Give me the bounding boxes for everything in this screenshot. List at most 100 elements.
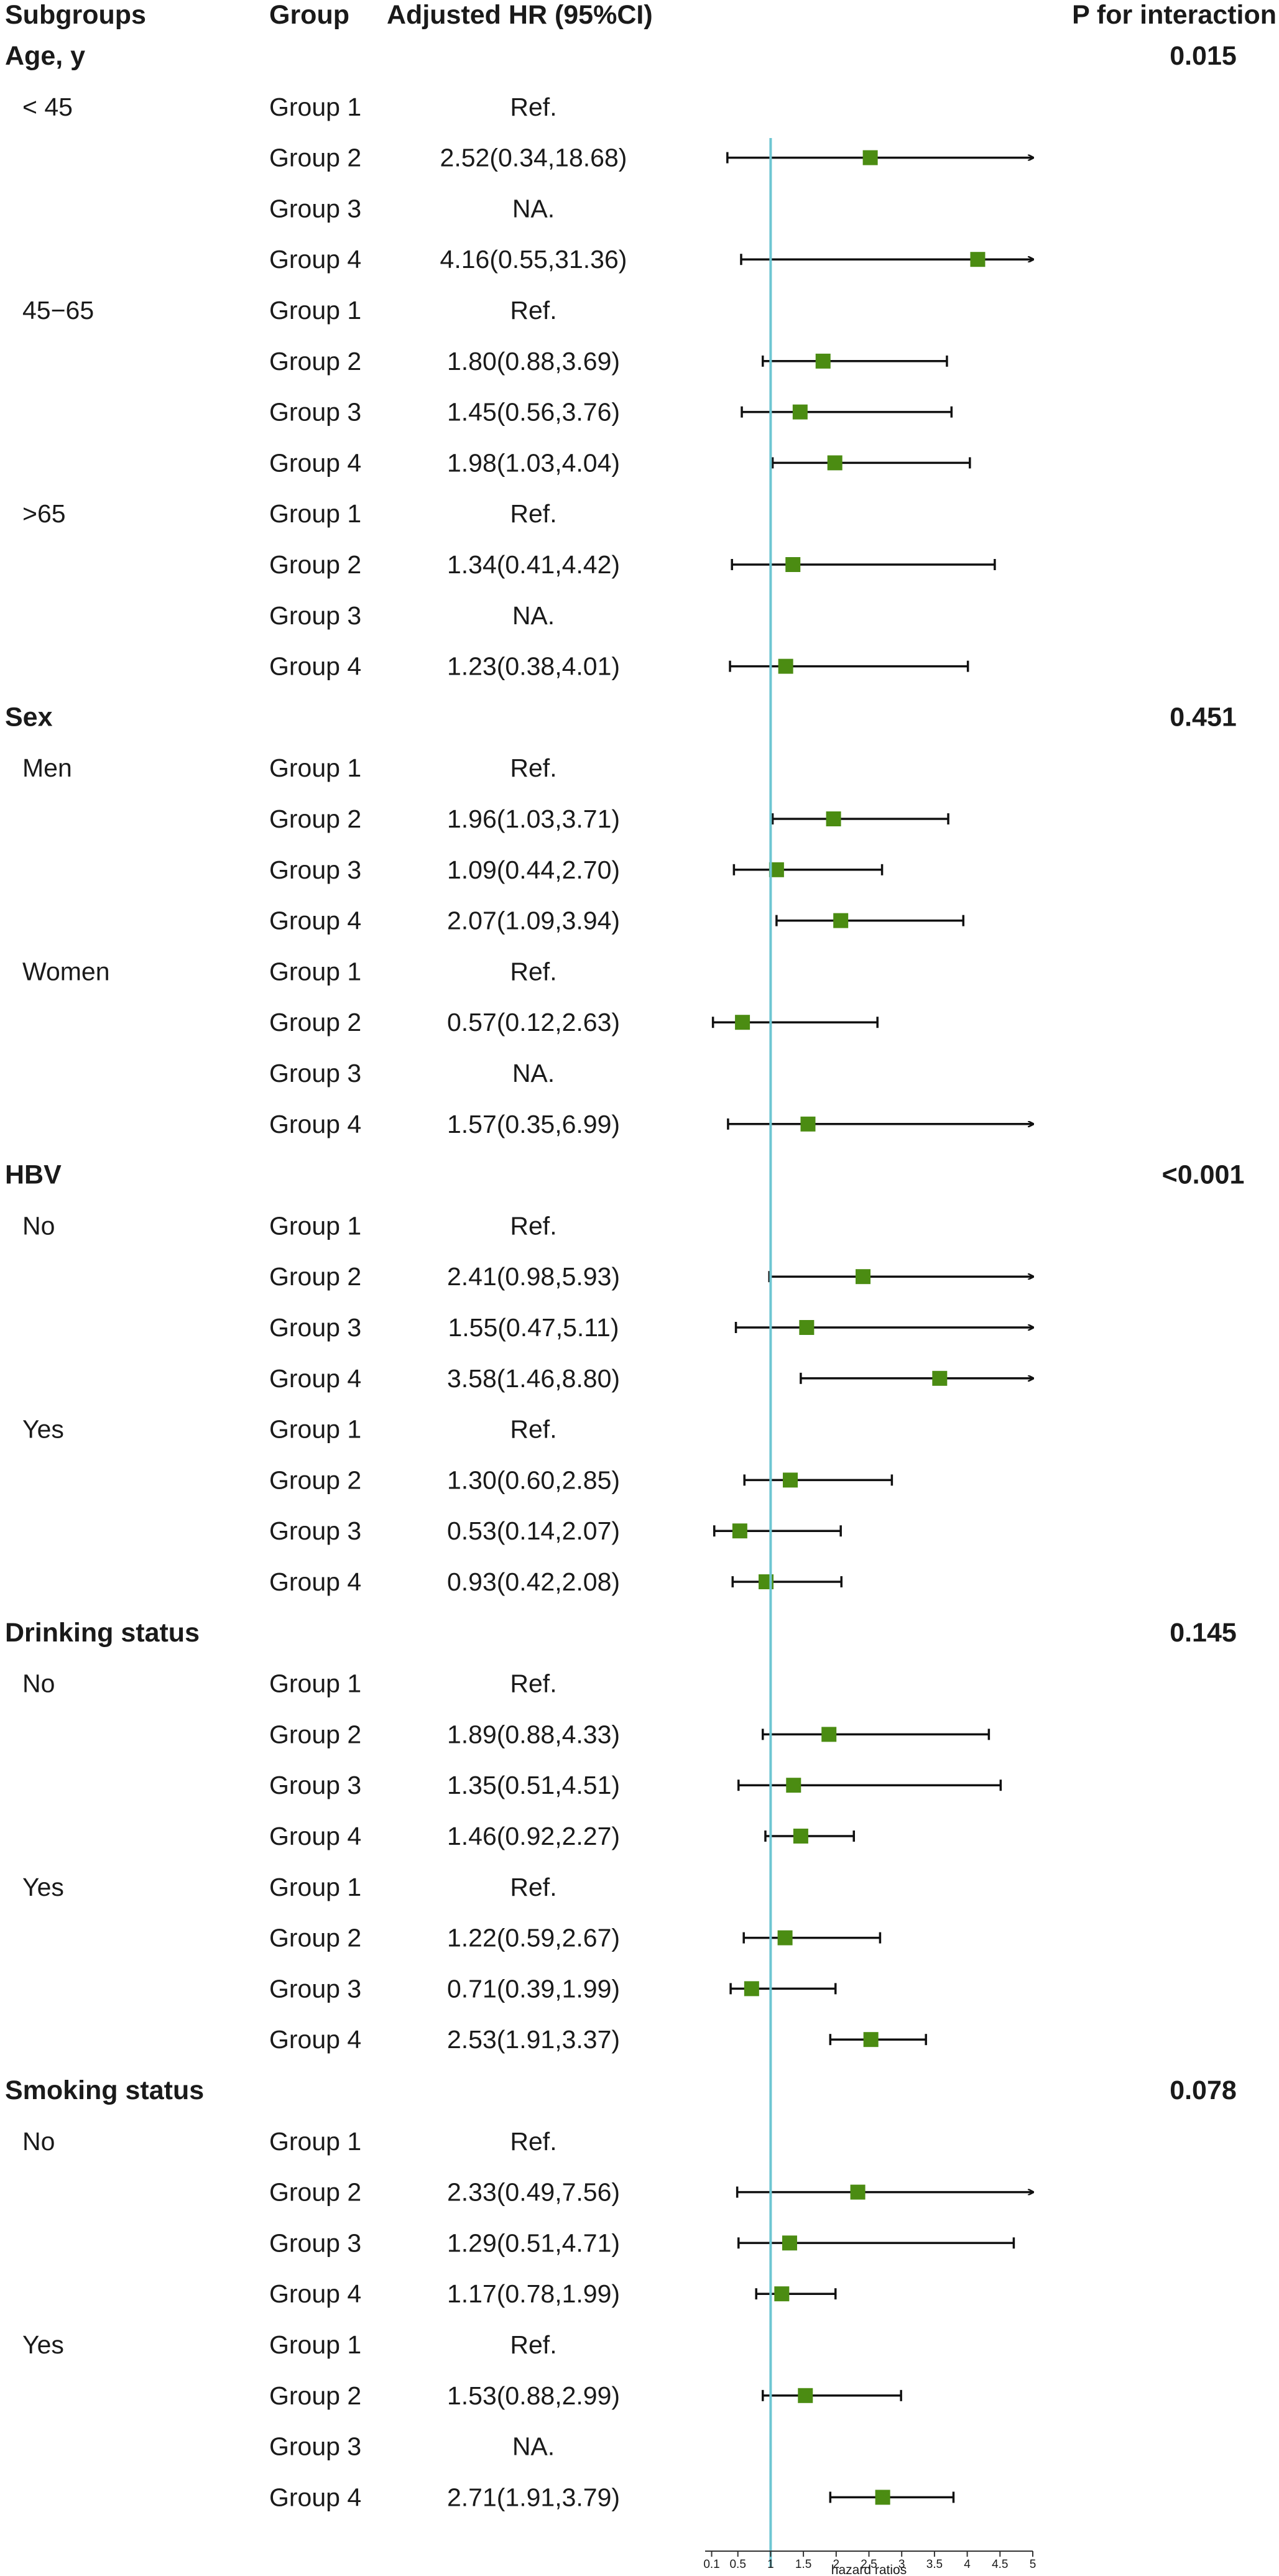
hr-ci-text: 2.71(1.91,3.79) bbox=[447, 2483, 620, 2511]
group-label: Group 4 bbox=[269, 2025, 361, 2054]
hr-ci-text: Ref. bbox=[510, 2127, 556, 2156]
p-interaction-value: 0.145 bbox=[1170, 1618, 1237, 1648]
hr-point-marker bbox=[778, 658, 793, 674]
hr-ci-text: 1.34(0.41,4.42) bbox=[447, 550, 620, 579]
hr-ci-text: 1.17(0.78,1.99) bbox=[447, 2279, 620, 2308]
hr-ci-text: 1.55(0.47,5.11) bbox=[448, 1313, 619, 1342]
hr-ci-text: Ref. bbox=[510, 1873, 556, 1901]
group-label: Group 3 bbox=[269, 194, 361, 223]
hr-ci-text: Ref. bbox=[510, 1669, 556, 1698]
section-label: HBV bbox=[5, 1160, 62, 1190]
subgroup-label: >65 bbox=[22, 499, 66, 528]
hr-ci-text: Ref. bbox=[510, 499, 556, 528]
rows-layer: Age, y 0.015 < 45 Group 1 Ref. Group 2 2.52(0.… bbox=[5, 41, 1244, 2511]
group-label: Group 4 bbox=[269, 1364, 361, 1393]
group-label: Group 1 bbox=[269, 93, 361, 121]
group-label: Group 1 bbox=[269, 1669, 361, 1698]
group-label: Group 1 bbox=[269, 2330, 361, 2359]
hr-ci-text: Ref. bbox=[510, 2330, 556, 2359]
header-p-interaction: P for interaction bbox=[1072, 0, 1277, 30]
group-label: Group 2 bbox=[269, 144, 361, 172]
group-label: Group 2 bbox=[269, 2381, 361, 2410]
hr-point-marker bbox=[826, 811, 841, 826]
group-label: Group 1 bbox=[269, 957, 361, 986]
hr-point-marker bbox=[735, 1015, 750, 1030]
group-label: Group 4 bbox=[269, 245, 361, 274]
group-label: Group 4 bbox=[269, 1822, 361, 1850]
hr-ci-text: 3.58(1.46,8.80) bbox=[447, 1364, 620, 1393]
subgroup-label: Yes bbox=[22, 1873, 64, 1901]
subgroup-label: Yes bbox=[22, 1415, 64, 1444]
hr-ci-text: 1.23(0.38,4.01) bbox=[447, 652, 620, 681]
x-tick-label: 0.5 bbox=[729, 2558, 746, 2571]
hr-ci-text: 0.53(0.14,2.07) bbox=[447, 1517, 620, 1545]
group-label: Group 3 bbox=[269, 1974, 361, 2003]
header-subgroups: Subgroups bbox=[5, 0, 146, 30]
group-label: Group 4 bbox=[269, 1567, 361, 1596]
hr-ci-text: 0.71(0.39,1.99) bbox=[447, 1974, 620, 2003]
hr-point-marker bbox=[863, 2032, 879, 2047]
x-tick-label: 4 bbox=[964, 2558, 971, 2571]
hr-ci-text: NA. bbox=[512, 194, 555, 223]
x-tick-label: 1 bbox=[767, 2558, 774, 2571]
group-label: Group 4 bbox=[269, 1110, 361, 1138]
hr-ci-text: Ref. bbox=[510, 1415, 556, 1444]
hr-ci-text: 2.07(1.09,3.94) bbox=[447, 907, 620, 935]
hr-ci-text: NA. bbox=[512, 1059, 555, 1087]
group-label: Group 1 bbox=[269, 1415, 361, 1444]
hr-point-marker bbox=[792, 404, 808, 420]
group-label: Group 2 bbox=[269, 805, 361, 833]
hr-point-marker bbox=[785, 557, 801, 572]
subgroup-label: No bbox=[22, 1669, 55, 1698]
x-tick-label: 2.5 bbox=[861, 2558, 877, 2571]
hr-ci-text: 1.46(0.92,2.27) bbox=[447, 1822, 620, 1850]
hr-ci-text: 1.09(0.44,2.70) bbox=[447, 856, 620, 884]
group-label: Group 3 bbox=[269, 1059, 361, 1087]
x-tick-label: 0.1 bbox=[703, 2558, 719, 2571]
hr-ci-text: 1.30(0.60,2.85) bbox=[447, 1466, 620, 1494]
group-label: Group 3 bbox=[269, 398, 361, 427]
section-label: Smoking status bbox=[5, 2075, 204, 2105]
group-label: Group 4 bbox=[269, 448, 361, 477]
group-label: Group 2 bbox=[269, 1924, 361, 1952]
hr-point-marker bbox=[815, 353, 831, 369]
hr-ci-text: 1.29(0.51,4.71) bbox=[447, 2228, 620, 2257]
hr-point-marker bbox=[732, 1523, 747, 1539]
hr-point-marker bbox=[793, 1829, 808, 1844]
group-label: Group 4 bbox=[269, 652, 361, 681]
section-label: Sex bbox=[5, 702, 53, 732]
hr-point-marker bbox=[800, 1116, 816, 1132]
subgroup-label: Yes bbox=[22, 2330, 64, 2359]
group-label: Group 3 bbox=[269, 1517, 361, 1545]
hr-ci-text: 1.80(0.88,3.69) bbox=[447, 347, 620, 376]
hr-point-marker bbox=[932, 1370, 948, 1386]
group-label: Group 3 bbox=[269, 1771, 361, 1799]
x-tick-label: 1.5 bbox=[795, 2558, 811, 2571]
hr-point-marker bbox=[783, 1472, 798, 1488]
subgroup-label: Men bbox=[22, 754, 72, 782]
subgroup-label: 45−65 bbox=[22, 296, 94, 325]
hr-point-marker bbox=[875, 2490, 890, 2505]
hr-ci-text: 2.41(0.98,5.93) bbox=[447, 1262, 620, 1291]
subgroup-label: No bbox=[22, 2127, 55, 2156]
hr-point-marker bbox=[862, 150, 878, 165]
x-axis-ticks: 0.1 0.5 1 1.5 2 2.5 3 3.5 4 4.5 5 bbox=[703, 2551, 1036, 2571]
hr-ci-text: NA. bbox=[512, 2432, 555, 2461]
group-label: Group 2 bbox=[269, 1262, 361, 1291]
hr-ci-text: 1.98(1.03,4.04) bbox=[447, 448, 620, 477]
p-interaction-value: <0.001 bbox=[1162, 1160, 1245, 1190]
group-label: Group 2 bbox=[269, 2178, 361, 2207]
hr-ci-text: 2.53(1.91,3.37) bbox=[447, 2025, 620, 2054]
group-label: Group 3 bbox=[269, 2228, 361, 2257]
hr-ci-text: NA. bbox=[512, 601, 555, 630]
hr-ci-text: 0.57(0.12,2.63) bbox=[447, 1008, 620, 1036]
hr-ci-text: 1.45(0.56,3.76) bbox=[447, 398, 620, 427]
hr-point-marker bbox=[856, 1269, 871, 1285]
hr-point-marker bbox=[777, 1930, 793, 1946]
hr-ci-text: 1.53(0.88,2.99) bbox=[447, 2381, 620, 2410]
group-label: Group 1 bbox=[269, 296, 361, 325]
subgroup-label: < 45 bbox=[22, 93, 73, 121]
subgroup-label: No bbox=[22, 1211, 55, 1240]
hr-ci-text: 1.22(0.59,2.67) bbox=[447, 1924, 620, 1952]
